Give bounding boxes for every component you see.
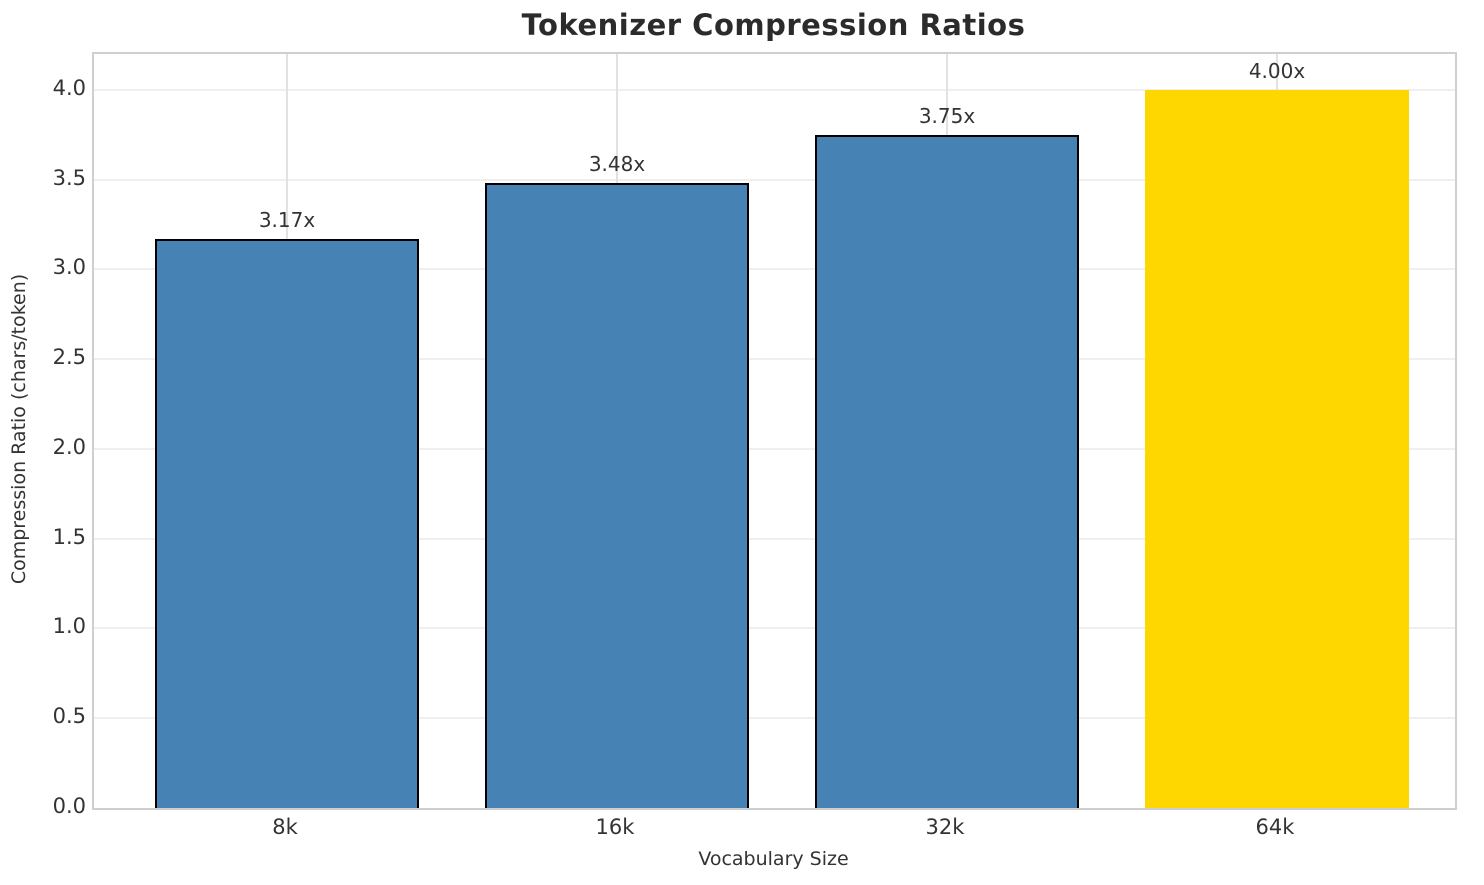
y-tick-label: 3.0	[52, 255, 86, 280]
h-gridline	[94, 358, 1455, 361]
h-gridline	[94, 178, 1455, 181]
y-tick-label: 2.5	[52, 345, 86, 370]
h-gridline	[94, 537, 1455, 540]
chart-title: Tokenizer Compression Ratios	[521, 8, 1026, 42]
plot-area: 3.17x 3.48x 3.75x 4.00x	[92, 52, 1457, 810]
bar-16k	[485, 183, 749, 808]
bar-32k	[815, 134, 1079, 808]
x-axis-label: Vocabulary Size	[698, 848, 849, 870]
bar-8k	[155, 238, 419, 808]
x-tick-label: 64k	[1255, 815, 1295, 839]
x-tick-label: 8k	[272, 815, 298, 839]
y-tick-label: 4.0	[52, 75, 86, 100]
h-gridline	[94, 88, 1455, 91]
x-tick-label: 32k	[925, 815, 965, 839]
y-tick-label: 3.5	[52, 165, 86, 190]
y-tick-label: 0.5	[52, 704, 86, 729]
y-tick-label: 2.0	[52, 434, 86, 459]
x-tick-label: 16k	[595, 815, 635, 839]
h-gridline	[94, 627, 1455, 630]
h-gridline	[94, 268, 1455, 271]
h-gridline	[94, 717, 1455, 720]
h-gridline	[94, 447, 1455, 450]
bar-64k	[1145, 89, 1409, 808]
y-tick-label: 0.0	[52, 794, 86, 818]
bar-value-label: 4.00x	[1248, 58, 1306, 83]
y-tick-label: 1.5	[52, 524, 86, 549]
y-tick-label: 1.0	[52, 614, 86, 639]
bar-value-label: 3.75x	[918, 103, 976, 128]
bar-value-label: 3.48x	[588, 152, 646, 177]
bar-value-label: 3.17x	[258, 207, 316, 232]
